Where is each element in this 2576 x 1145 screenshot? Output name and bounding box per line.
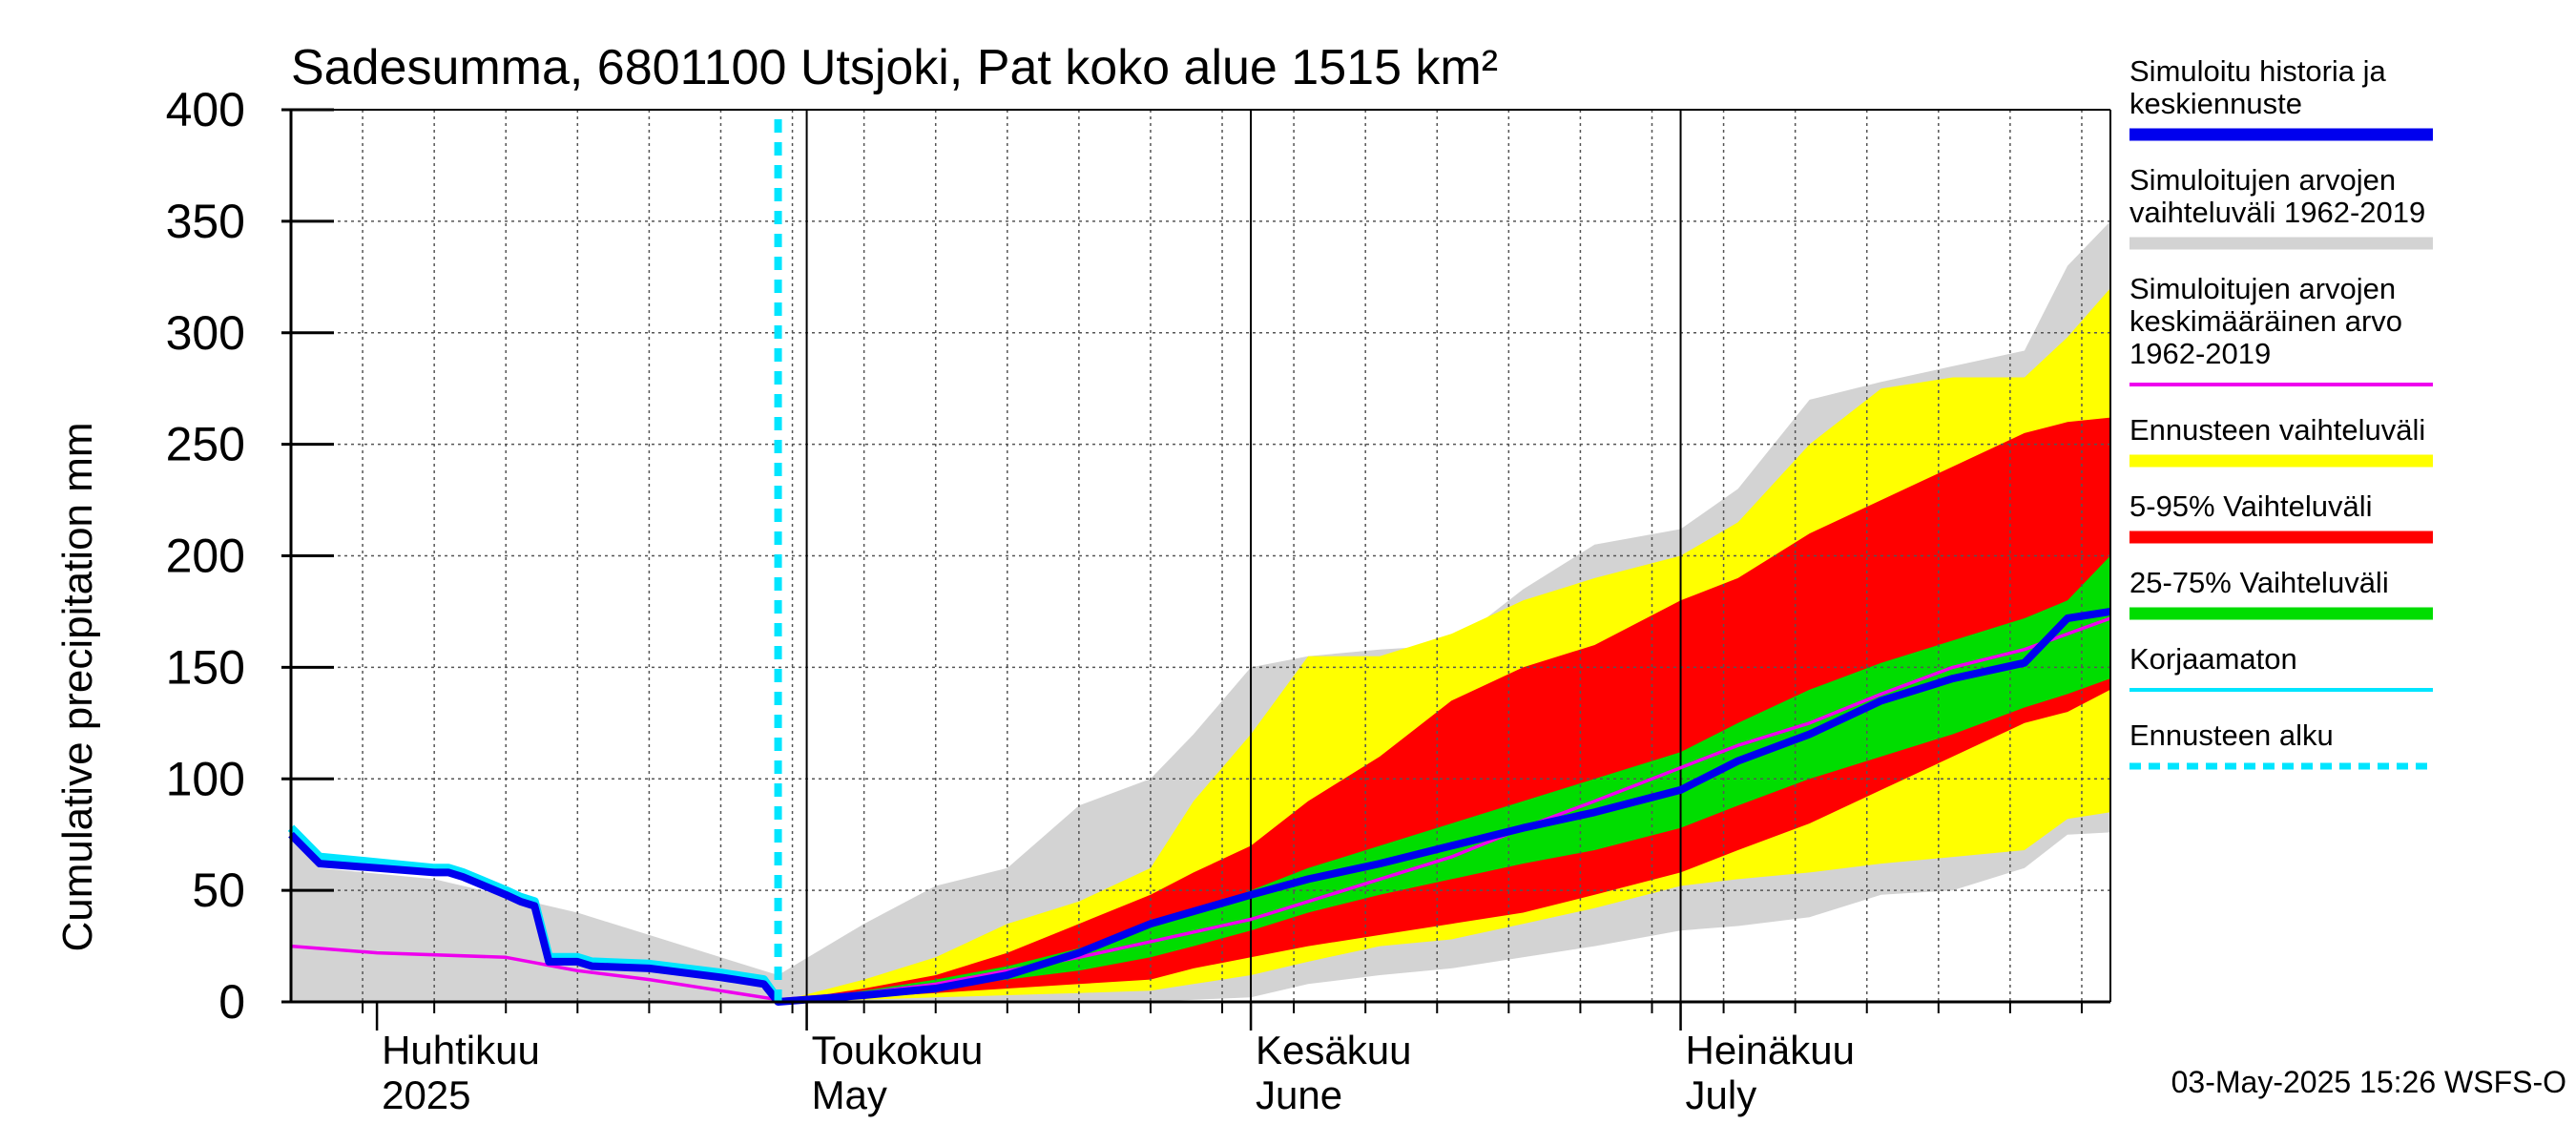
chart-title: Sadesumma, 6801100 Utsjoki, Pat koko alu… <box>291 40 1498 95</box>
plot-grid <box>291 110 2110 1030</box>
y-tick-label: 150 <box>166 640 245 694</box>
series-line-mean-forecast <box>288 607 2111 1006</box>
x-tick-label-sub: May <box>812 1072 887 1117</box>
plot-bands <box>291 220 2110 1003</box>
legend-label: Simuloitujen arvojen <box>2129 163 2396 197</box>
x-tick-label-month: Huhtikuu <box>382 1028 540 1072</box>
timestamp-footer: 03-May-2025 15:26 WSFS-O <box>2171 1065 2566 1099</box>
y-tick-label: 400 <box>166 83 245 136</box>
legend-label: keskiennuste <box>2129 87 2302 120</box>
y-tick-label: 100 <box>166 752 245 805</box>
y-tick-label: 300 <box>166 306 245 360</box>
legend-label: 25-75% Vaihteluväli <box>2129 566 2389 599</box>
legend-label: Simuloitujen arvojen <box>2129 272 2396 305</box>
legend-label: Simuloitu historia ja <box>2129 54 2387 88</box>
x-tick-label-sub: July <box>1686 1072 1757 1117</box>
x-tick-label-sub: June <box>1256 1072 1342 1117</box>
y-tick-label: 350 <box>166 195 245 248</box>
legend-label: vaihteluväli 1962-2019 <box>2129 196 2425 229</box>
legend-label: Korjaamaton <box>2129 642 2297 676</box>
y-tick-label: 0 <box>218 975 245 1029</box>
y-tick-label: 250 <box>166 418 245 471</box>
y-tick-label: 200 <box>166 530 245 583</box>
legend-label: Ennusteen alku <box>2129 718 2334 752</box>
y-tick-label: 50 <box>192 864 245 917</box>
x-tick-label-month: Heinäkuu <box>1686 1028 1855 1072</box>
legend-label: Ennusteen vaihteluväli <box>2129 413 2425 447</box>
x-tick-label-month: Toukokuu <box>812 1028 984 1072</box>
x-tick-label-month: Kesäkuu <box>1256 1028 1411 1072</box>
band-2 <box>778 417 2110 1003</box>
legend-label: 5-95% Vaihteluväli <box>2129 489 2372 523</box>
series-line-long-term-mean <box>290 616 2111 1002</box>
plot-lines <box>287 119 2111 1006</box>
legend-label: keskimääräinen arvo <box>2129 304 2402 338</box>
y-axis-label: Cumulative precipitation mm <box>54 422 101 951</box>
legend-label: 1962-2019 <box>2129 337 2271 370</box>
y-ticks: 0 50 100 150 200 250 300 350 400 <box>166 83 334 1029</box>
x-tick-label-sub: 2025 <box>382 1072 470 1117</box>
